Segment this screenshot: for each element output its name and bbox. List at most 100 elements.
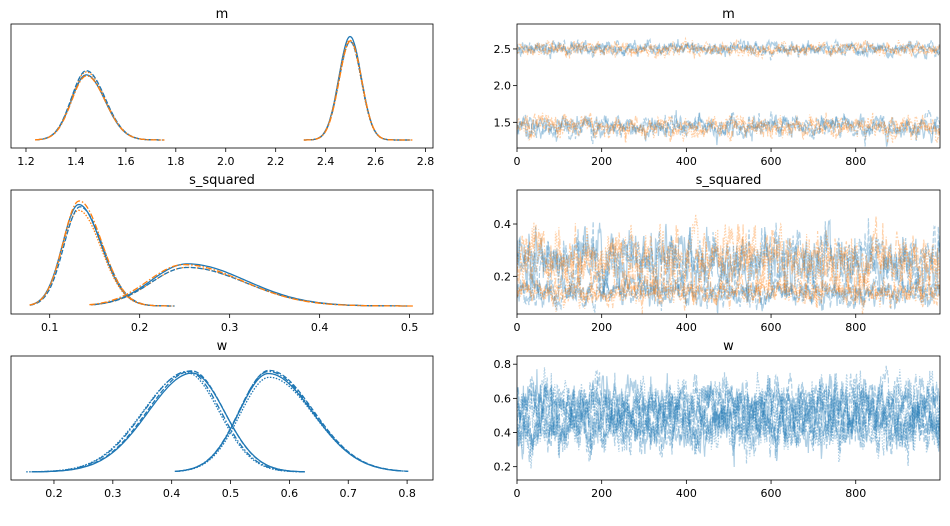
kde-curve [36, 75, 165, 141]
kde-curve [29, 200, 174, 307]
panel-kde-2: 0.1 0.2 0.3 0.4 0.5 s_squared [10, 173, 434, 334]
trace-line [517, 218, 940, 303]
y-tick-label: 0.4 [494, 427, 512, 440]
kde-curve [303, 40, 413, 141]
trace-line [517, 38, 940, 60]
panel-kde-4: 0.2 0.3 0.4 0.5 0.6 0.7 0.8 w [10, 339, 434, 500]
x-tick-label: 0 [514, 321, 521, 334]
x-tick-label: 1.6 [117, 155, 135, 168]
x-tick-label: 200 [591, 321, 612, 334]
panel-trace-3: 0.2 0.4 0 200 400 600 800 s_squared [494, 173, 941, 334]
panel-title: s_squared [696, 173, 762, 188]
x-tick-label: 600 [761, 155, 782, 168]
plot-area [35, 35, 413, 141]
axes-frame [10, 355, 434, 481]
kde-curve [90, 263, 408, 307]
panel-kde-0: 1.2 1.4 1.6 1.8 2.0 2.2 2.4 2.6 2.8 m [10, 7, 435, 168]
x-tick-label: 600 [761, 487, 782, 500]
kde-curve [26, 371, 302, 473]
x-tick-label: 2.4 [317, 155, 335, 168]
y-tick-label: 1.5 [494, 116, 512, 129]
panel-title: w [723, 339, 734, 354]
x-tick-label: 200 [591, 155, 612, 168]
trace-line [517, 365, 940, 436]
x-tick-label: 2.0 [217, 155, 235, 168]
x-tick-label: 0.8 [398, 487, 416, 500]
x-tick-label: 400 [676, 487, 697, 500]
kde-curve [29, 206, 175, 307]
x-tick-label: 1.4 [67, 155, 85, 168]
kde-curve [94, 266, 401, 307]
y-tick-label: 2.5 [494, 43, 512, 56]
axes-frame [516, 189, 941, 315]
x-tick-label: 400 [676, 321, 697, 334]
kde-curve [178, 376, 401, 472]
x-tick-label: 0.5 [222, 487, 240, 500]
kde-curve [89, 263, 414, 307]
y-tick-label: 0.2 [494, 461, 512, 474]
kde-curve [174, 370, 409, 473]
x-tick-label: 800 [845, 155, 866, 168]
kde-curve [91, 266, 406, 307]
x-tick-label: 0.3 [221, 321, 239, 334]
x-tick-label: 0.7 [339, 487, 357, 500]
x-tick-label: 0.5 [401, 321, 419, 334]
trace-line [517, 37, 940, 61]
plot-area [26, 369, 409, 473]
kde-curve [31, 370, 304, 473]
x-tick-label: 0.1 [41, 321, 59, 334]
trace-line [517, 110, 940, 147]
kde-curve [32, 372, 305, 473]
trace-line [517, 112, 940, 144]
kde-curve [304, 40, 411, 141]
trace-line [517, 372, 940, 446]
x-tick-label: 0.3 [104, 487, 122, 500]
trace-line [517, 112, 940, 144]
trace-line [517, 218, 940, 305]
x-tick-label: 0.2 [131, 321, 149, 334]
trace-line [517, 110, 940, 147]
x-tick-label: 0.2 [45, 487, 63, 500]
panel-title: w [217, 339, 228, 354]
y-tick-label: 0.8 [494, 358, 512, 371]
trace-line [517, 392, 940, 469]
kde-curve [304, 35, 411, 141]
panel-trace-5: 0.2 0.4 0.6 0.8 0 200 400 600 800 w [494, 339, 941, 500]
trace-line [517, 270, 940, 314]
panel-title: m [722, 7, 735, 22]
trace-line [517, 367, 940, 444]
x-tick-label: 1.8 [167, 155, 185, 168]
x-tick-label: 0 [514, 487, 521, 500]
kde-curve [175, 372, 402, 472]
trace-line [517, 394, 940, 464]
plot-area [517, 365, 940, 469]
trace-line [517, 272, 940, 312]
x-tick-label: 600 [761, 321, 782, 334]
trace-line [517, 369, 940, 443]
trace-line [517, 272, 940, 314]
trace-line [517, 392, 940, 468]
x-tick-label: 2.8 [417, 155, 435, 168]
kde-curve [36, 70, 164, 141]
x-tick-label: 0.4 [311, 321, 329, 334]
x-tick-label: 800 [845, 487, 866, 500]
panel-title: s_squared [189, 173, 255, 188]
axes-frame [516, 23, 941, 149]
x-tick-label: 2.2 [267, 155, 285, 168]
trace-line [517, 36, 940, 60]
y-tick-label: 2.0 [494, 80, 512, 93]
x-tick-label: 1.2 [17, 155, 35, 168]
panel-trace-1: 1.5 2.0 2.5 0 200 400 600 800 m [494, 7, 941, 168]
panel-title: m [216, 7, 229, 22]
y-tick-label: 0.2 [494, 270, 512, 283]
plot-area [29, 200, 414, 307]
y-tick-label: 0.6 [494, 392, 512, 405]
axes-frame [10, 189, 434, 315]
x-tick-label: 0.4 [163, 487, 181, 500]
y-tick-label: 0.4 [494, 218, 512, 231]
x-tick-label: 2.6 [367, 155, 385, 168]
kde-curve [29, 209, 170, 307]
trace-line [517, 38, 940, 61]
axes-frame [516, 355, 941, 481]
